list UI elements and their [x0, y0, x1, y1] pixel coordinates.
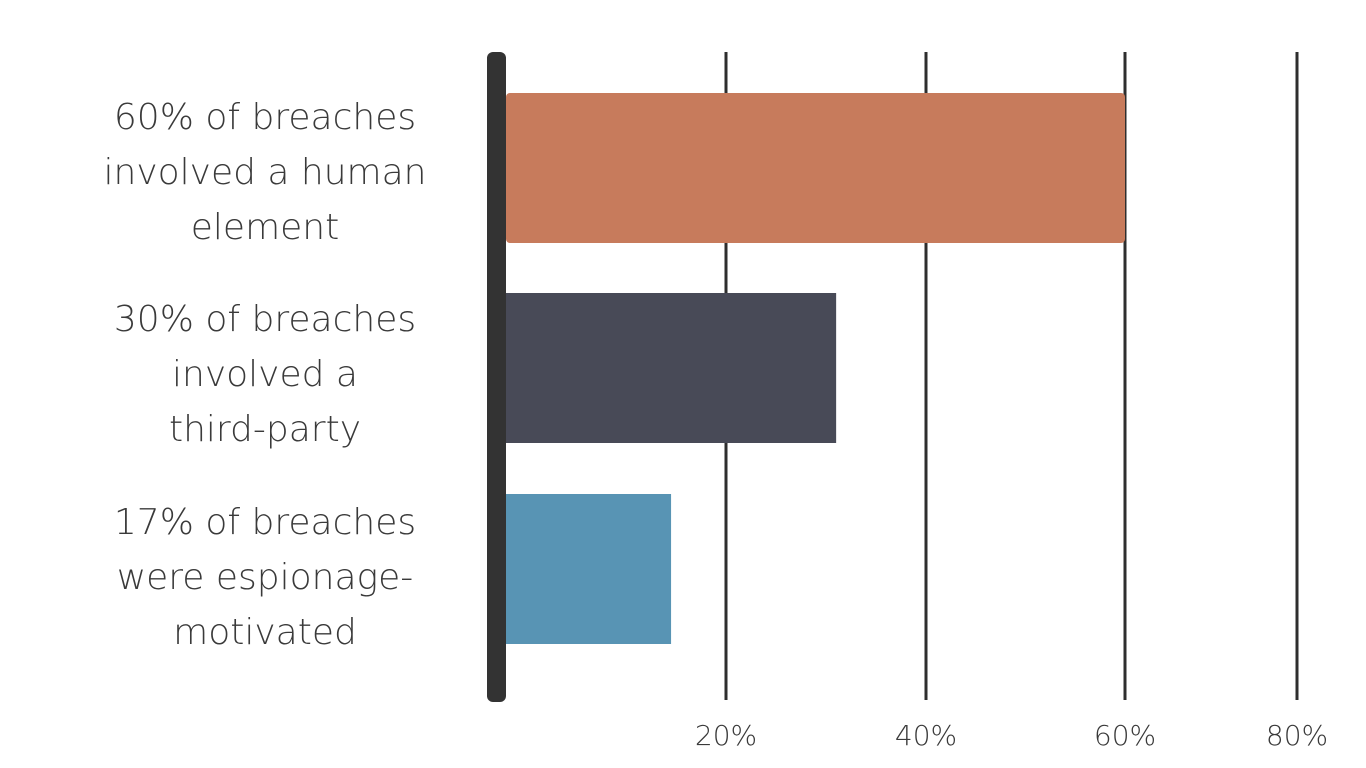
- bar-2: [506, 293, 837, 443]
- x-tick-labels: 20% 40% 60% 80%: [695, 719, 1328, 752]
- category-label-2: 30% of breaches involved a third-party: [100, 292, 430, 457]
- category-label-line: third-party: [168, 409, 362, 450]
- y-axis: [487, 52, 506, 702]
- category-label-line: 30% of breaches: [113, 299, 417, 340]
- category-label-line: 60% of breaches: [113, 97, 417, 138]
- x-tick-label-20: 20%: [695, 719, 757, 752]
- category-label-line: 17% of breaches: [113, 502, 417, 543]
- x-tick-label-40: 40%: [895, 719, 957, 752]
- category-label-line: involved a: [172, 354, 358, 395]
- category-label-line: motivated: [173, 612, 357, 653]
- category-label-line: involved a human: [103, 152, 427, 193]
- y-axis-line: [487, 52, 506, 702]
- category-label-1: 60% of breaches involved a human element: [100, 90, 430, 255]
- bars: [506, 93, 1125, 644]
- category-label-3: 17% of breaches were espionage-motivated: [100, 495, 430, 660]
- x-tick-label-80: 80%: [1266, 719, 1328, 752]
- x-tick-label-60: 60%: [1094, 719, 1156, 752]
- category-label-line: were espionage-: [116, 557, 414, 598]
- bar-3: [506, 494, 672, 644]
- bar-1: [506, 93, 1125, 243]
- category-label-line: element: [190, 207, 340, 248]
